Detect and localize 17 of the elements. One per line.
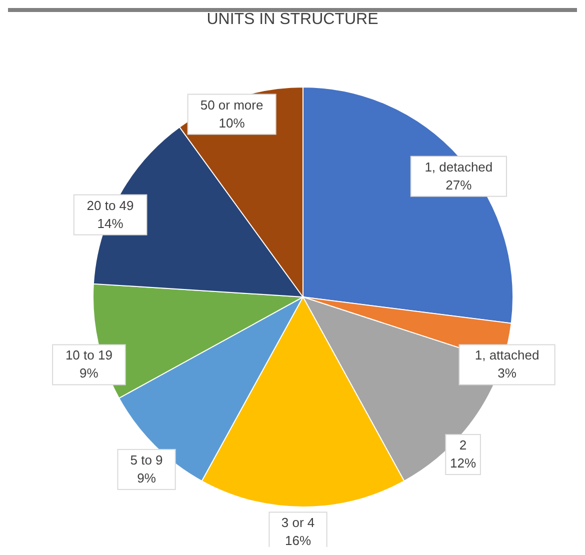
slice-label: 1, detached bbox=[424, 159, 493, 174]
slice-label: 3 or 4 bbox=[281, 515, 315, 530]
data-label: 27% bbox=[446, 177, 472, 192]
data-label: 10% bbox=[218, 115, 246, 130]
slice-label: 5 to 9 bbox=[130, 452, 163, 468]
data-label: 16% bbox=[284, 533, 312, 548]
slice-label: 20 to 49 bbox=[86, 198, 134, 213]
data-label: 9% bbox=[80, 366, 99, 381]
chart-title: UNITS IN STRUCTURE bbox=[206, 11, 380, 30]
data-label: 3% bbox=[498, 366, 517, 381]
slice-label: 50 or more bbox=[200, 97, 264, 112]
slice-label: 10 to 19 bbox=[65, 348, 112, 363]
data-label: 14% bbox=[97, 216, 124, 231]
slice-label: 1, attached bbox=[474, 348, 540, 363]
slice-label: 2 bbox=[459, 438, 467, 453]
data-label: 12% bbox=[450, 456, 476, 471]
data-label: 9% bbox=[137, 470, 156, 486]
